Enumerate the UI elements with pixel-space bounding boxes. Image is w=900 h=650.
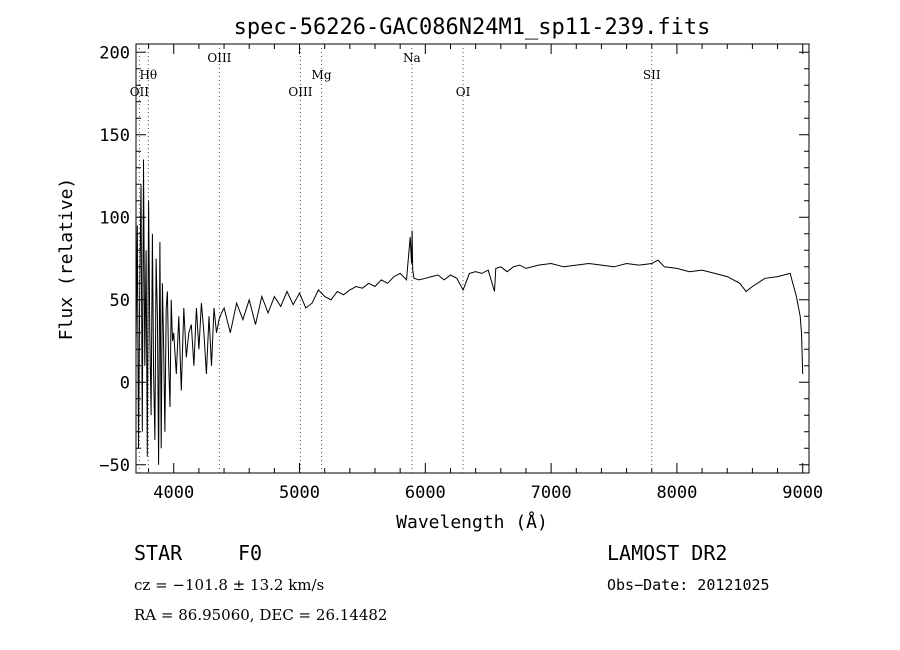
- spectral-line-label: Mg: [312, 68, 332, 82]
- spectral-line-label: OI: [456, 85, 471, 99]
- x-tick-label: 5000: [279, 483, 320, 503]
- x-axis-label: Wavelength (Å): [396, 511, 548, 533]
- plot-frame: [135, 43, 810, 474]
- survey-name: LAMOST DR2: [607, 541, 727, 565]
- spectral-line-label: SII: [643, 68, 661, 82]
- x-axis: 4000 5000 6000 7000 8000 9000: [148, 44, 823, 503]
- x-tick-label: 7000: [531, 483, 572, 503]
- x-tick-label: 9000: [782, 483, 823, 503]
- observation-date: Obs−Date: 20121025: [607, 576, 770, 594]
- spectral-line-label: OII: [130, 85, 150, 99]
- x-tick-label: 4000: [153, 483, 194, 503]
- y-tick-label: 200: [99, 43, 130, 63]
- x-tick-label: 8000: [656, 483, 697, 503]
- y-axis-label: Flux (relative): [56, 178, 77, 341]
- x-tick-label: 6000: [405, 483, 446, 503]
- spectral-line-label: OIII: [207, 51, 231, 65]
- spectral-line-label: Hθ: [139, 68, 157, 82]
- y-tick-label: 100: [99, 208, 130, 228]
- sky-coordinates: RA = 86.95060, DEC = 26.14482: [134, 606, 387, 624]
- object-class: STAR: [134, 541, 183, 565]
- chart-title: spec-56226-GAC086N24M1_sp11-239.fits: [234, 15, 711, 40]
- y-tick-label: 50: [110, 291, 130, 311]
- spectral-subclass: F0: [238, 541, 262, 565]
- y-tick-label: 0: [120, 373, 130, 393]
- y-tick-label: −50: [99, 456, 130, 476]
- y-tick-label: 150: [99, 126, 130, 146]
- spectral-line-label: Na: [403, 51, 421, 65]
- redshift-cz: cz = −101.8 ± 13.2 km/s: [134, 576, 324, 594]
- spectral-line-label: OIII: [288, 85, 312, 99]
- y-axis: −50 0 50 100 150 200: [99, 43, 809, 476]
- spectrum-line: [135, 159, 804, 465]
